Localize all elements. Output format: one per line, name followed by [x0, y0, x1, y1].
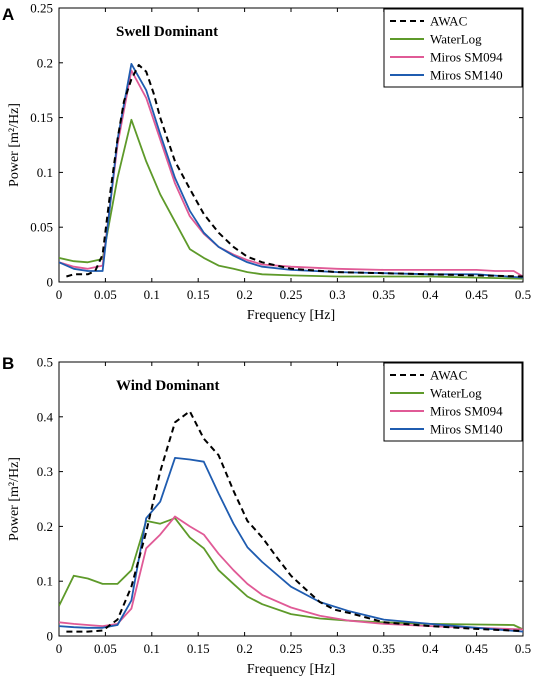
- x-tick-label: 0.05: [94, 641, 117, 656]
- y-axis-label: Power [m²/Hz]: [7, 103, 22, 187]
- legend-label: AWAC: [430, 14, 467, 29]
- y-tick-label: 0.5: [37, 355, 53, 370]
- legend-label: WaterLog: [430, 32, 482, 47]
- chart-title: Swell Dominant: [116, 24, 218, 40]
- series-line-waterlog: [59, 118, 523, 280]
- legend-label: Miros SM140: [430, 422, 503, 437]
- panel-letter: B: [2, 354, 14, 373]
- x-tick-label: 0.1: [144, 287, 160, 302]
- series-group: [59, 410, 523, 633]
- x-tick-label: 0.1: [144, 641, 160, 656]
- y-tick-label: 0.1: [37, 574, 53, 589]
- x-tick-label: 0.3: [329, 641, 345, 656]
- series-group: [59, 63, 523, 280]
- x-tick-label: 0: [56, 641, 63, 656]
- x-axis-label: Frequency [Hz]: [247, 662, 335, 677]
- x-tick-label: 0.25: [280, 287, 303, 302]
- y-tick-label: 0.15: [30, 110, 53, 125]
- panel-b: B 0 0.05 0.1 0.15 0.2 0.25 0.3 0.35 0.4 0.45 0.5 0 0.…: [2, 354, 531, 677]
- panel-a: A 0 0.05 0.1 0.15 0.2 0.25 0.3 0.35 0.4 0.45 0.5 0 0.…: [2, 1, 531, 324]
- x-tick-label: 0.5: [515, 287, 531, 302]
- legend-label: Miros SM094: [430, 50, 503, 65]
- x-tick-label: 0.3: [329, 287, 345, 302]
- x-tick-label: 0.25: [280, 641, 303, 656]
- x-tick-label: 0.45: [465, 641, 488, 656]
- y-tick-label: 0.25: [30, 1, 53, 16]
- series-line-miros-sm140: [59, 456, 523, 633]
- legend-label: Miros SM140: [430, 68, 503, 83]
- x-tick-label: 0.35: [372, 287, 395, 302]
- y-tick-label: 0: [47, 275, 54, 290]
- series-line-awac: [66, 64, 523, 278]
- legend-label: WaterLog: [430, 386, 482, 401]
- y-tick-label: 0.1: [37, 165, 53, 180]
- y-tick-label: 0.2: [37, 55, 53, 70]
- legend: AWAC WaterLog Miros SM094 Miros SM140: [383, 8, 523, 88]
- legend-label: Miros SM094: [430, 404, 503, 419]
- x-tick-label: 0.2: [236, 641, 252, 656]
- x-tick-label: 0.15: [187, 641, 210, 656]
- legend-label: AWAC: [430, 368, 467, 383]
- x-tick-label: 0.05: [94, 287, 117, 302]
- x-tick-label: 0.45: [465, 287, 488, 302]
- x-tick-label: 0.15: [187, 287, 210, 302]
- series-line-miros-sm140: [59, 63, 523, 279]
- x-tick-label: 0.35: [372, 641, 395, 656]
- y-tick-label: 0.2: [37, 519, 53, 534]
- y-tick-label: 0.05: [30, 220, 53, 235]
- y-tick-label: 0.4: [37, 409, 54, 424]
- x-tick-label: 0: [56, 287, 63, 302]
- chart-title: Wind Dominant: [116, 378, 220, 394]
- x-tick-label: 0.2: [236, 287, 252, 302]
- x-tick-label: 0.4: [422, 287, 439, 302]
- x-axis-label: Frequency [Hz]: [247, 308, 335, 323]
- y-tick-label: 0.3: [37, 464, 53, 479]
- x-tick-label: 0.5: [515, 641, 531, 656]
- y-axis-label: Power [m²/Hz]: [7, 457, 22, 541]
- legend: AWAC WaterLog Miros SM094 Miros SM140: [383, 362, 523, 442]
- y-tick-label: 0: [47, 629, 54, 644]
- series-line-awac: [66, 410, 523, 633]
- panel-letter: A: [2, 5, 14, 24]
- series-line-miros-sm094: [59, 69, 523, 278]
- x-tick-label: 0.4: [422, 641, 439, 656]
